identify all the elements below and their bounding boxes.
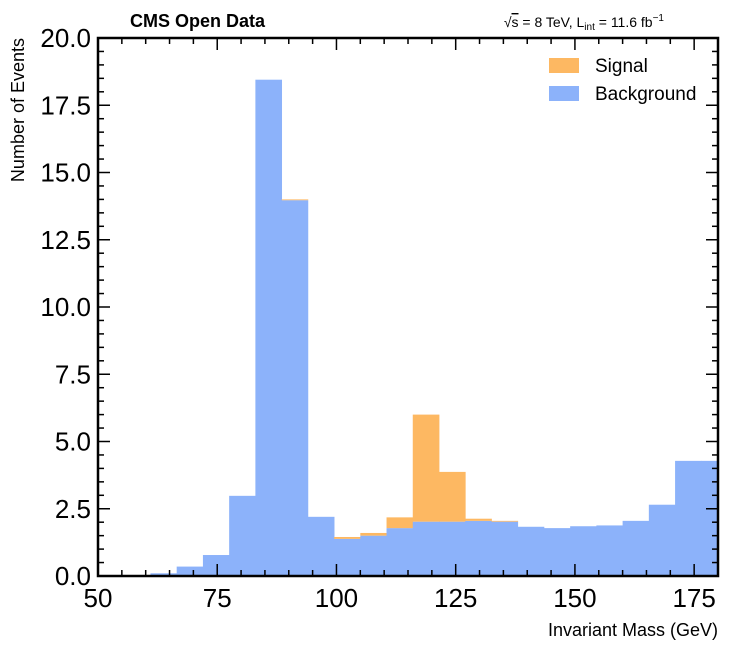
bar-signal	[334, 536, 361, 539]
bar-background	[675, 460, 702, 576]
legend: Signal Background	[549, 56, 696, 105]
bar-background	[701, 460, 718, 576]
bar-background	[465, 520, 492, 576]
bar-signal	[386, 517, 414, 529]
legend-swatch-signal	[549, 58, 579, 73]
x-tick-labels: 50 75 100 125 150 175	[84, 583, 716, 613]
bar-background	[360, 535, 387, 576]
y-tick-label: 0.0	[55, 561, 91, 591]
bar-background	[281, 200, 309, 576]
sqrt-s-text: s	[512, 14, 519, 30]
bar-signal	[491, 520, 519, 522]
y-tick-label: 2.5	[55, 494, 91, 524]
x-tick-label: 150	[553, 583, 596, 613]
axis-ticks	[97, 37, 719, 577]
bar-background	[229, 495, 256, 576]
bar-background	[386, 528, 414, 576]
bar-background	[412, 521, 440, 576]
experiment-label: CMS Open Data	[130, 11, 266, 31]
legend-label-signal: Signal	[595, 56, 648, 77]
x-tick-label: 75	[203, 583, 232, 613]
bar-signal	[412, 414, 440, 522]
bar-background	[517, 526, 545, 576]
y-tick-label: 7.5	[55, 359, 91, 389]
luminosity-label: √s = 8 TeV, Lint = 11.6 fb−1	[504, 13, 665, 33]
bar-background	[334, 538, 361, 576]
x-tick-label: 125	[434, 583, 477, 613]
y-tick-labels: 0.0 2.5 5.0 7.5 10.0 12.5 15.0 17.5 20.0	[40, 23, 91, 591]
x-tick-label: 175	[672, 583, 715, 613]
y-tick-label: 17.5	[40, 90, 91, 120]
x-tick-label: 100	[315, 583, 358, 613]
energy-text: = 8 TeV, L	[519, 14, 585, 30]
bar-signal	[281, 199, 309, 201]
lumi-subscript: int	[584, 22, 595, 33]
bar-signal	[465, 518, 492, 521]
bar-background	[648, 504, 676, 576]
bar-background	[255, 79, 283, 576]
y-tick-label: 20.0	[40, 23, 91, 53]
bar-background	[596, 525, 624, 576]
legend-label-background: Background	[595, 84, 696, 105]
bar-background	[570, 526, 597, 576]
lumi-superscript: −1	[653, 13, 665, 24]
y-tick-label: 15.0	[40, 158, 91, 188]
lumi-text: = 11.6 fb	[595, 14, 653, 30]
legend-swatch-background	[549, 86, 579, 101]
bar-background	[202, 555, 230, 576]
plot-frame	[96, 36, 720, 578]
bar-background	[622, 520, 650, 576]
bar-background	[307, 516, 335, 576]
bar-background	[176, 566, 204, 576]
x-tick-label: 50	[84, 583, 113, 613]
y-tick-label: 12.5	[40, 225, 91, 255]
y-tick-label: 5.0	[55, 427, 91, 457]
y-axis-title: Number of Events	[8, 38, 28, 182]
y-tick-label: 10.0	[40, 292, 91, 322]
bar-signal	[360, 532, 387, 536]
bar-background	[543, 528, 571, 576]
sqrt-symbol: √	[504, 14, 512, 30]
bar-signal	[439, 471, 466, 522]
x-axis-title: Invariant Mass (GeV)	[548, 620, 718, 640]
bar-background	[491, 521, 519, 576]
bar-background	[439, 521, 466, 576]
bar-background	[150, 573, 178, 576]
histogram-bars	[150, 79, 718, 576]
